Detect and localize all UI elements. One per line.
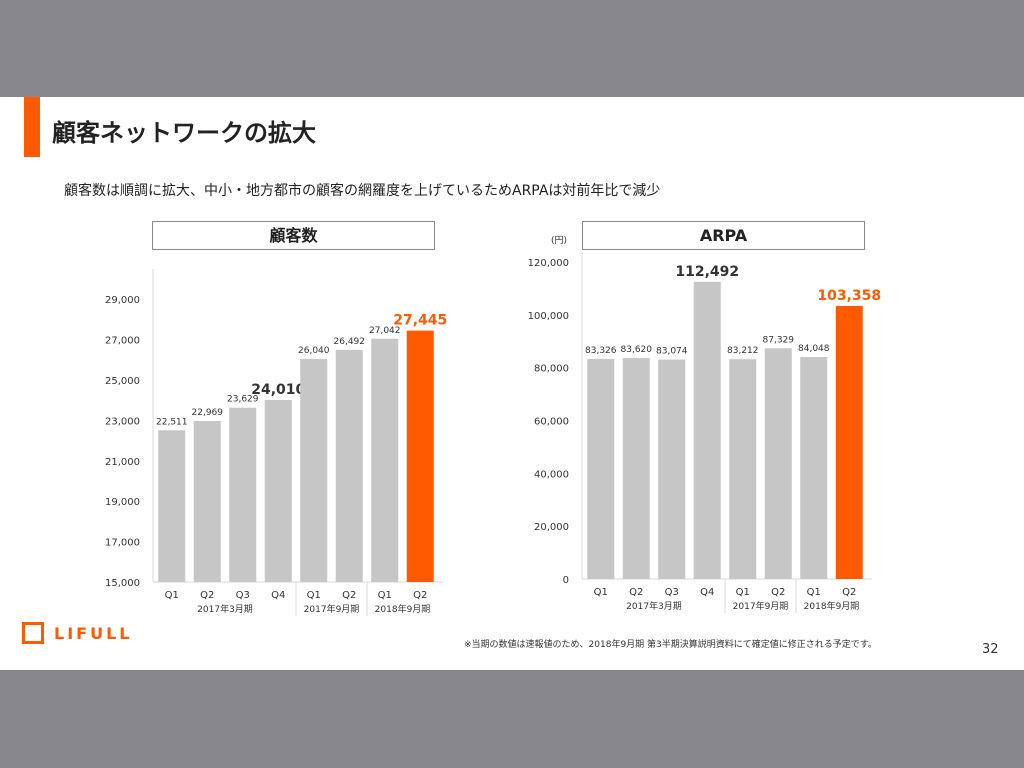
accent-bar	[24, 97, 40, 157]
customers-value-label: 26,492	[334, 337, 366, 347]
customers-bar	[335, 349, 363, 582]
arpa-value-label: 83,620	[621, 345, 653, 355]
arpa-x-tick-label: Q4	[700, 587, 714, 598]
customers-period-label: 2017年3月期	[197, 603, 253, 615]
arpa-y-tick-label: 80,000	[534, 364, 569, 375]
customers-x-tick-label: Q1	[378, 590, 392, 601]
customers-y-tick-label: 29,000	[105, 295, 140, 306]
customers-x-tick-label: Q2	[200, 590, 214, 601]
customers-y-tick-label: 19,000	[105, 497, 140, 508]
arpa-x-tick-label: Q1	[594, 587, 608, 598]
arpa-value-label: 84,048	[798, 344, 830, 354]
arpa-y-tick-label: 100,000	[528, 311, 569, 322]
arpa-bar	[764, 348, 792, 579]
arpa-bar	[729, 359, 757, 579]
arpa-x-tick-label: Q2	[842, 587, 856, 598]
customers-bar	[229, 407, 257, 582]
arpa-value-label: 103,358	[817, 288, 881, 304]
customers-bar	[264, 399, 292, 582]
arpa-bar	[587, 358, 615, 579]
customers-y-tick-label: 17,000	[105, 538, 140, 549]
customers-x-tick-label: Q4	[271, 590, 285, 601]
customers-period-label: 2017年9月期	[304, 603, 360, 615]
customers-bar	[158, 430, 186, 582]
customers-y-tick-label: 27,000	[105, 336, 140, 347]
arpa-unit-label: (円)	[551, 235, 567, 246]
customers-bar	[406, 330, 434, 582]
arpa-chart-title: ARPA	[582, 221, 865, 250]
arpa-x-tick-label: Q2	[629, 587, 643, 598]
page-number: 32	[982, 642, 999, 657]
customers-value-label: 26,040	[298, 346, 330, 356]
arpa-value-label: 83,326	[585, 346, 617, 356]
customers-y-tick-label: 21,000	[105, 457, 140, 468]
arpa-x-tick-label: Q2	[771, 587, 785, 598]
arpa-period-label: 2017年9月期	[733, 600, 789, 612]
arpa-value-label: 83,074	[656, 347, 688, 357]
logo-bracket-icon	[22, 622, 44, 644]
arpa-bar	[622, 358, 650, 579]
arpa-x-tick-label: Q1	[807, 587, 821, 598]
arpa-bar	[800, 356, 828, 579]
lifull-logo: LIFULL	[22, 622, 132, 644]
customers-y-tick-label: 15,000	[105, 578, 140, 589]
slide-subtitle: 顧客数は順調に拡大、中小・地方都市の顧客の網羅度を上げているためARPAは対前年…	[64, 183, 661, 199]
customers-value-label: 24,010	[251, 382, 305, 398]
customers-bar	[300, 358, 328, 582]
customers-bar	[193, 421, 221, 582]
slide-title: 顧客ネットワークの拡大	[52, 119, 316, 147]
arpa-x-tick-label: Q3	[665, 587, 679, 598]
arpa-chart: 0 20,000 40,000 60,000 80,000 100,000 120,000 (…	[528, 235, 881, 613]
arpa-value-label: 112,492	[675, 264, 739, 280]
customers-value-label: 23,629	[227, 395, 259, 405]
arpa-y-tick-label: 20,000	[534, 522, 569, 533]
arpa-y-tick-label: 40,000	[534, 469, 569, 480]
customers-x-tick-label: Q2	[342, 590, 356, 601]
arpa-y-tick-label: 0	[563, 575, 569, 586]
customers-y-tick-label: 25,000	[105, 376, 140, 387]
customers-value-label: 22,511	[156, 417, 188, 427]
arpa-bar	[693, 281, 721, 579]
customers-value-label: 27,042	[369, 326, 401, 336]
customer-count-chart: 15,000 17,000 19,000 21,000 23,000 25,000 27,0…	[105, 269, 447, 616]
logo-text: LIFULL	[54, 623, 133, 643]
customers-bar	[371, 338, 399, 582]
arpa-bar	[835, 305, 863, 579]
arpa-value-label: 83,212	[727, 346, 759, 356]
arpa-y-tick-label: 60,000	[534, 417, 569, 428]
customers-x-tick-label: Q2	[413, 590, 427, 601]
arpa-period-label: 2017年3月期	[626, 600, 682, 612]
customers-period-label: 2018年9月期	[375, 603, 431, 615]
customers-value-label: 22,969	[192, 408, 224, 418]
customers-value-label: 27,445	[393, 313, 447, 329]
arpa-x-tick-label: Q1	[736, 587, 750, 598]
customer-count-chart-title: 顧客数	[152, 221, 435, 250]
arpa-value-label: 87,329	[763, 335, 795, 345]
customers-x-tick-label: Q1	[307, 590, 321, 601]
customers-y-tick-label: 23,000	[105, 416, 140, 427]
arpa-y-tick-label: 120,000	[528, 258, 569, 269]
arpa-bar	[658, 359, 686, 579]
footnote: ※当期の数値は速報値のため、2018年9月期 第3半期決算説明資料にて確定値に修…	[464, 640, 877, 650]
arpa-period-label: 2018年9月期	[804, 600, 860, 612]
slide: 顧客ネットワークの拡大 顧客数は順調に拡大、中小・地方都市の顧客の網羅度を上げて…	[0, 97, 1024, 670]
customers-x-tick-label: Q1	[165, 590, 179, 601]
customers-x-tick-label: Q3	[236, 590, 250, 601]
